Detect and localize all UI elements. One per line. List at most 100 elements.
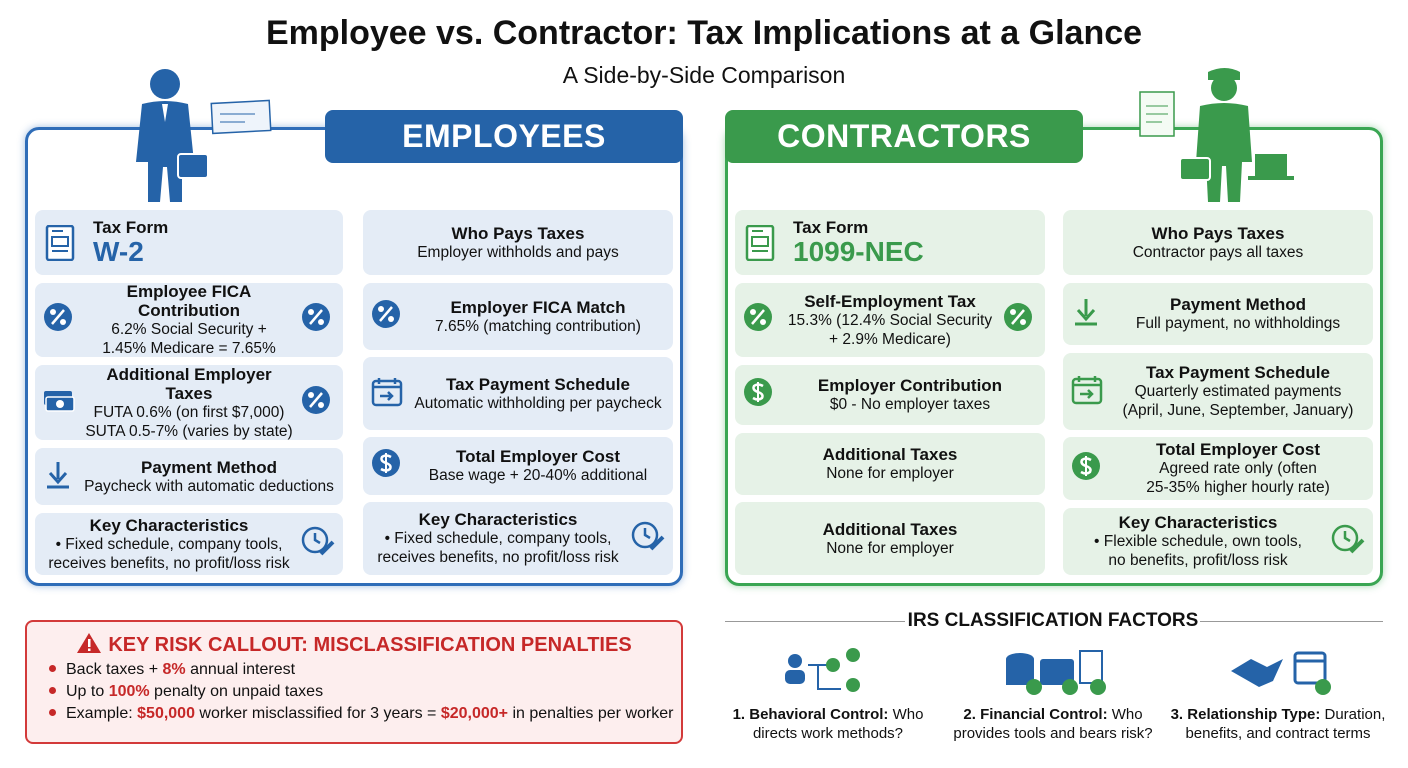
icon-shape [643,527,651,539]
card-line: None for employer [826,539,954,557]
factor-icon [785,648,860,692]
factor-text: 2. Financial Control: Who provides tools… [943,705,1163,743]
icon [745,224,775,261]
risk-text: Up to [66,683,109,700]
card-title: Total Employer Cost [1155,440,1321,459]
icon-shape [60,319,66,325]
icon-shape [371,379,403,406]
icon-shape [631,521,659,548]
rule [725,621,905,622]
icon-shape [309,309,323,325]
card-text: Additional Taxes None for employer [743,445,1037,483]
card-line: (April, June, September, January) [1122,402,1354,419]
icon-shape [1020,319,1026,325]
card: Additional Taxes None for employer [735,502,1045,575]
icon-shape [51,309,65,325]
card: Who Pays Taxes Contractor pays all taxes [1063,210,1373,275]
icon-shape [380,390,394,401]
factor-label: 2. Financial Control: [963,706,1108,723]
card-line: Automatic withholding per paycheck [414,394,662,412]
card-line: Agreed rate only (often [1159,460,1317,477]
card-text: Additional Employer Taxes FUTA 0.6% (on f… [83,365,295,441]
card: Tax Payment Schedule Automatic withholdin… [363,357,673,430]
card-line: Paycheck with automatic deductions [84,477,334,495]
employees-heading: EMPLOYEES [325,110,683,163]
card-line: $0 - No employer taxes [829,396,991,413]
icon [1072,451,1100,480]
card-value: 1099-NEC [793,236,924,267]
card: Employer FICA Match 7.65% (matching contr… [363,283,673,350]
icon-shape [318,319,324,325]
icon-shape [1040,659,1074,685]
risk-item: Example: $50,000 worker misclassified fo… [49,705,681,723]
card: Who Pays Taxes Employer withholds and pay… [363,210,673,275]
card-title: Tax Form [93,218,169,237]
icon-shape [1071,377,1103,404]
factor-text: 1. Behavioral Control: Who directs work … [718,705,938,743]
risk-item: Back taxes + 8% annual interest [49,661,681,679]
icon-shape [1208,68,1240,80]
icon-shape [1090,679,1106,695]
icon-shape [785,670,805,684]
icon-shape [846,648,860,662]
risk-heading: KEY RISK CALLOUT: MISCLASSIFICATION PENA… [27,632,681,657]
icon-shape [378,305,384,312]
icon-shape [379,305,393,322]
card-line: 15.3% (12.4% Social Security [787,311,993,329]
icon-shape [88,639,91,647]
card-title: Additional Taxes [822,519,958,539]
icon-shape: Back taxes + 8% annual interest Up to 100… [27,661,681,723]
risk-text: Back taxes + [66,661,163,678]
card-text: Payment Method Paycheck with automatic de… [83,458,335,496]
icon-shape [308,391,314,398]
card-line: • Flexible schedule, own tools, [1094,533,1302,550]
risk-text: worker misclassified for 3 years = [194,705,441,722]
card: Payment Method Full payment, no withholdi… [1063,283,1373,345]
card-title: Key Characteristics [1118,513,1278,532]
card-line: receives benefits, no profit/loss risk [48,554,290,572]
card-text: Tax Form W-2 [83,218,335,267]
card-text: Who Pays Taxes Employer withholds and pay… [371,224,665,262]
icon-shape [751,309,765,325]
icon-shape [1255,154,1287,176]
icon [631,521,665,550]
icon-shape [1315,679,1331,695]
card-text: Key Characteristics • Fixed schedule, com… [371,510,625,567]
icon [1071,375,1103,404]
card: Employer Contribution $0 - No employer ta… [735,365,1045,425]
card-line: Quarterly estimated payments [1134,383,1342,400]
card-text: Employee FICA Contribution 6.2% Social Se… [83,282,295,358]
card-line: + 2.9% Medicare) [829,330,951,348]
icon [44,303,72,331]
card: Additional Employer Taxes FUTA 0.6% (on f… [35,365,343,440]
risk-highlight: $20,000+ [440,705,509,722]
card: Tax Form 1099-NEC [735,210,1045,275]
card-line: no benefits, profit/loss risk [1108,552,1288,569]
risk-text: in penalties per worker [508,705,674,722]
card-line: • Fixed schedule, company tools, [384,530,612,547]
icon-shape [649,535,665,550]
card-line: 6.2% Social Security + [111,321,267,338]
icon-shape [301,526,329,554]
card: Key Characteristics • Fixed schedule, com… [363,502,673,575]
card-line: Employer withholds and pays [417,243,619,261]
icon [744,378,772,406]
icon-shape [56,399,64,408]
card-text: Key Characteristics • Fixed schedule, com… [43,516,295,573]
icon-shape [318,401,324,408]
card: Tax Payment Schedule Quarterly estimated … [1063,353,1373,430]
factor-icon [1006,650,1106,695]
card-text: Self-Employment Tax 15.3% (12.4% Social S… [783,292,997,349]
icon-shape [1248,176,1294,180]
risk-item: Up to 100% penalty on unpaid taxes [49,683,681,701]
card-title: Employer FICA Match [450,297,626,317]
card: Key Characteristics • Flexible schedule, … [1063,508,1373,575]
card-text: Employer FICA Match 7.65% (matching contr… [411,298,665,336]
card: Key Characteristics • Fixed schedule, com… [35,513,343,575]
icon-shape [1331,524,1359,551]
card-title: Additional Taxes [822,445,958,464]
factor-label: 3. Relationship Type: [1170,706,1321,723]
card-title: Tax Payment Schedule [446,374,630,394]
card-line: FUTA 0.6% (on first $7,000) [93,403,285,421]
warning-icon [77,633,102,653]
